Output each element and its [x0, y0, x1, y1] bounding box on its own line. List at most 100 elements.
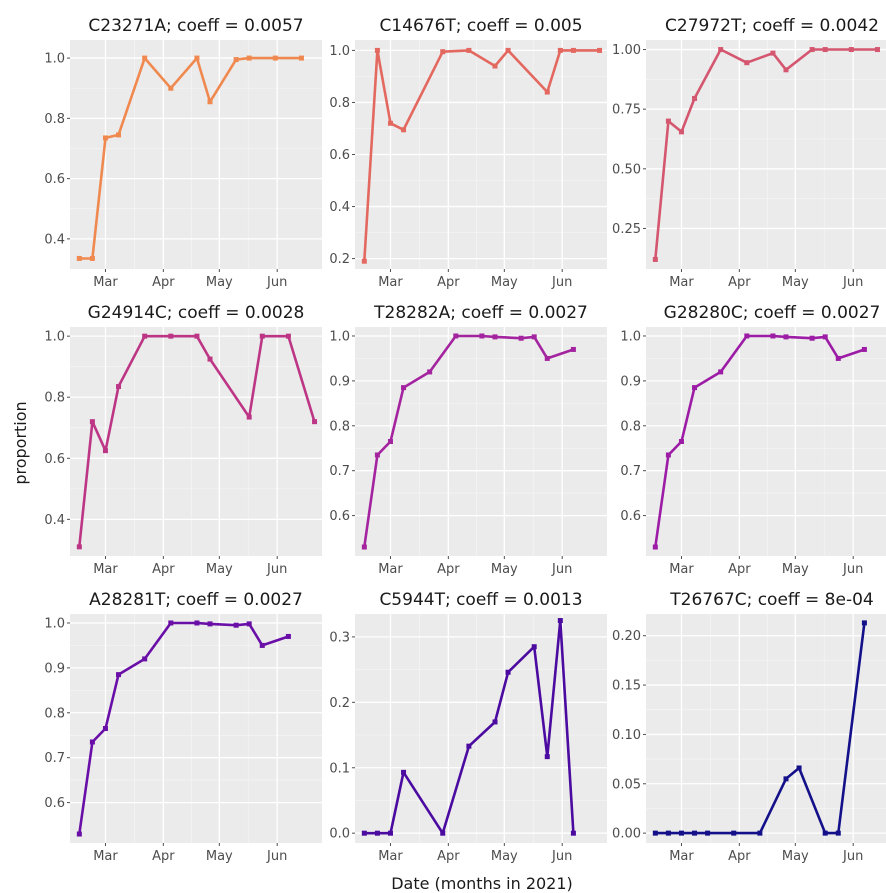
panel-title: T28282A; coeff = 0.0027 — [373, 303, 588, 323]
x-tick-label: May — [491, 275, 518, 290]
x-tick-label: May — [491, 562, 518, 577]
y-tick-label: 0.8 — [44, 706, 65, 721]
data-point — [116, 132, 122, 138]
y-tick-label: 0.8 — [329, 96, 350, 111]
data-point — [76, 831, 82, 837]
plot-background — [646, 327, 886, 556]
data-point — [652, 256, 658, 262]
data-point — [570, 47, 576, 53]
data-point — [783, 334, 789, 340]
data-point — [194, 333, 200, 339]
x-tick-label: May — [491, 849, 518, 864]
panel-title: C27972T; coeff = 0.0042 — [665, 16, 879, 36]
x-tick-label: Apr — [437, 849, 460, 864]
panel-title: G28280C; coeff = 0.0027 — [664, 303, 881, 323]
plot-background — [646, 40, 886, 269]
plot-background — [646, 614, 886, 843]
data-point — [259, 642, 265, 648]
x-tick-label: Mar — [93, 849, 118, 864]
data-point — [783, 776, 789, 782]
y-tick-label: 0.4 — [44, 232, 65, 247]
data-point — [453, 333, 459, 339]
data-point — [102, 726, 108, 731]
x-tick-label: Jun — [266, 849, 287, 864]
data-point — [492, 63, 498, 69]
x-tick-label: Jun — [266, 562, 287, 577]
data-point — [492, 334, 498, 340]
data-point — [783, 67, 789, 73]
data-point — [822, 47, 828, 53]
data-point — [861, 620, 867, 626]
data-point — [207, 99, 213, 105]
data-point — [361, 830, 367, 836]
y-tick-label: 0.6 — [329, 148, 350, 163]
data-point — [361, 544, 367, 550]
y-tick-label: 0.15 — [612, 679, 641, 694]
data-point — [692, 830, 698, 836]
data-point — [401, 385, 407, 391]
data-point — [194, 55, 200, 61]
data-point — [848, 47, 854, 53]
data-point — [744, 60, 750, 66]
data-point — [757, 830, 763, 836]
panel-7: 0.6 0.7 0.8 0.9 1.0 Mar Apr May Jun A28281T; coef… — [44, 590, 322, 864]
data-point — [76, 544, 82, 550]
data-point — [479, 333, 485, 339]
data-point — [89, 739, 95, 745]
y-tick-label: 0.4 — [329, 200, 350, 215]
panel-title: C5944T; coeff = 0.0013 — [379, 590, 582, 610]
y-tick-label: 0.6 — [329, 509, 350, 524]
series-line — [79, 56, 302, 260]
data-point — [285, 633, 291, 639]
plot-background — [70, 614, 322, 843]
y-tick-label: 0.2 — [329, 252, 350, 267]
y-tick-label: 1.0 — [44, 330, 65, 345]
data-point — [374, 830, 380, 836]
x-tick-label: Jun — [842, 562, 863, 577]
data-point — [168, 333, 174, 339]
y-tick-label: 0.9 — [620, 374, 641, 389]
data-point — [374, 452, 380, 458]
y-tick-label: 0.7 — [44, 751, 65, 766]
data-point — [597, 47, 603, 53]
panel-4: 0.4 0.6 0.8 1.0 Mar Apr May Jun G24914C; coeff =… — [44, 303, 322, 577]
data-point — [705, 830, 711, 836]
data-point — [544, 355, 550, 361]
y-tick-label: 1.0 — [620, 329, 641, 344]
data-point — [207, 621, 213, 627]
data-point — [246, 55, 252, 61]
data-point — [387, 120, 393, 126]
y-tick-label: 0.9 — [44, 661, 65, 676]
data-point — [809, 47, 815, 53]
data-point — [387, 439, 393, 444]
data-point — [692, 95, 698, 101]
y-tick-label: 0.4 — [44, 513, 65, 528]
data-point — [692, 385, 698, 391]
x-tick-label: Mar — [669, 562, 694, 577]
data-point — [822, 830, 828, 836]
x-tick-label: Jun — [842, 275, 863, 290]
data-point — [361, 258, 367, 264]
data-point — [678, 129, 684, 135]
data-point — [440, 49, 446, 55]
y-tick-label: 0.10 — [612, 728, 641, 743]
data-point — [233, 622, 239, 628]
data-point — [142, 333, 148, 339]
data-point — [89, 255, 95, 261]
x-tick-label: Mar — [669, 849, 694, 864]
x-tick-label: May — [782, 562, 809, 577]
data-point — [770, 333, 776, 339]
data-point — [531, 644, 537, 650]
panel-1: 0.4 0.6 0.8 1.0 Mar Apr May Jun C23271A; coeff =… — [44, 16, 322, 290]
data-point — [531, 334, 537, 340]
data-point — [570, 346, 576, 352]
data-point — [259, 333, 265, 339]
y-tick-label: 0.6 — [44, 452, 65, 467]
plot-background — [355, 327, 607, 556]
panel-8: 0.0 0.1 0.2 0.3 Mar Apr May Jun C5944T; coeff = … — [329, 590, 607, 864]
x-tick-label: May — [782, 849, 809, 864]
data-point — [89, 419, 95, 425]
y-tick-label: 0.8 — [44, 391, 65, 406]
data-point — [102, 448, 108, 454]
